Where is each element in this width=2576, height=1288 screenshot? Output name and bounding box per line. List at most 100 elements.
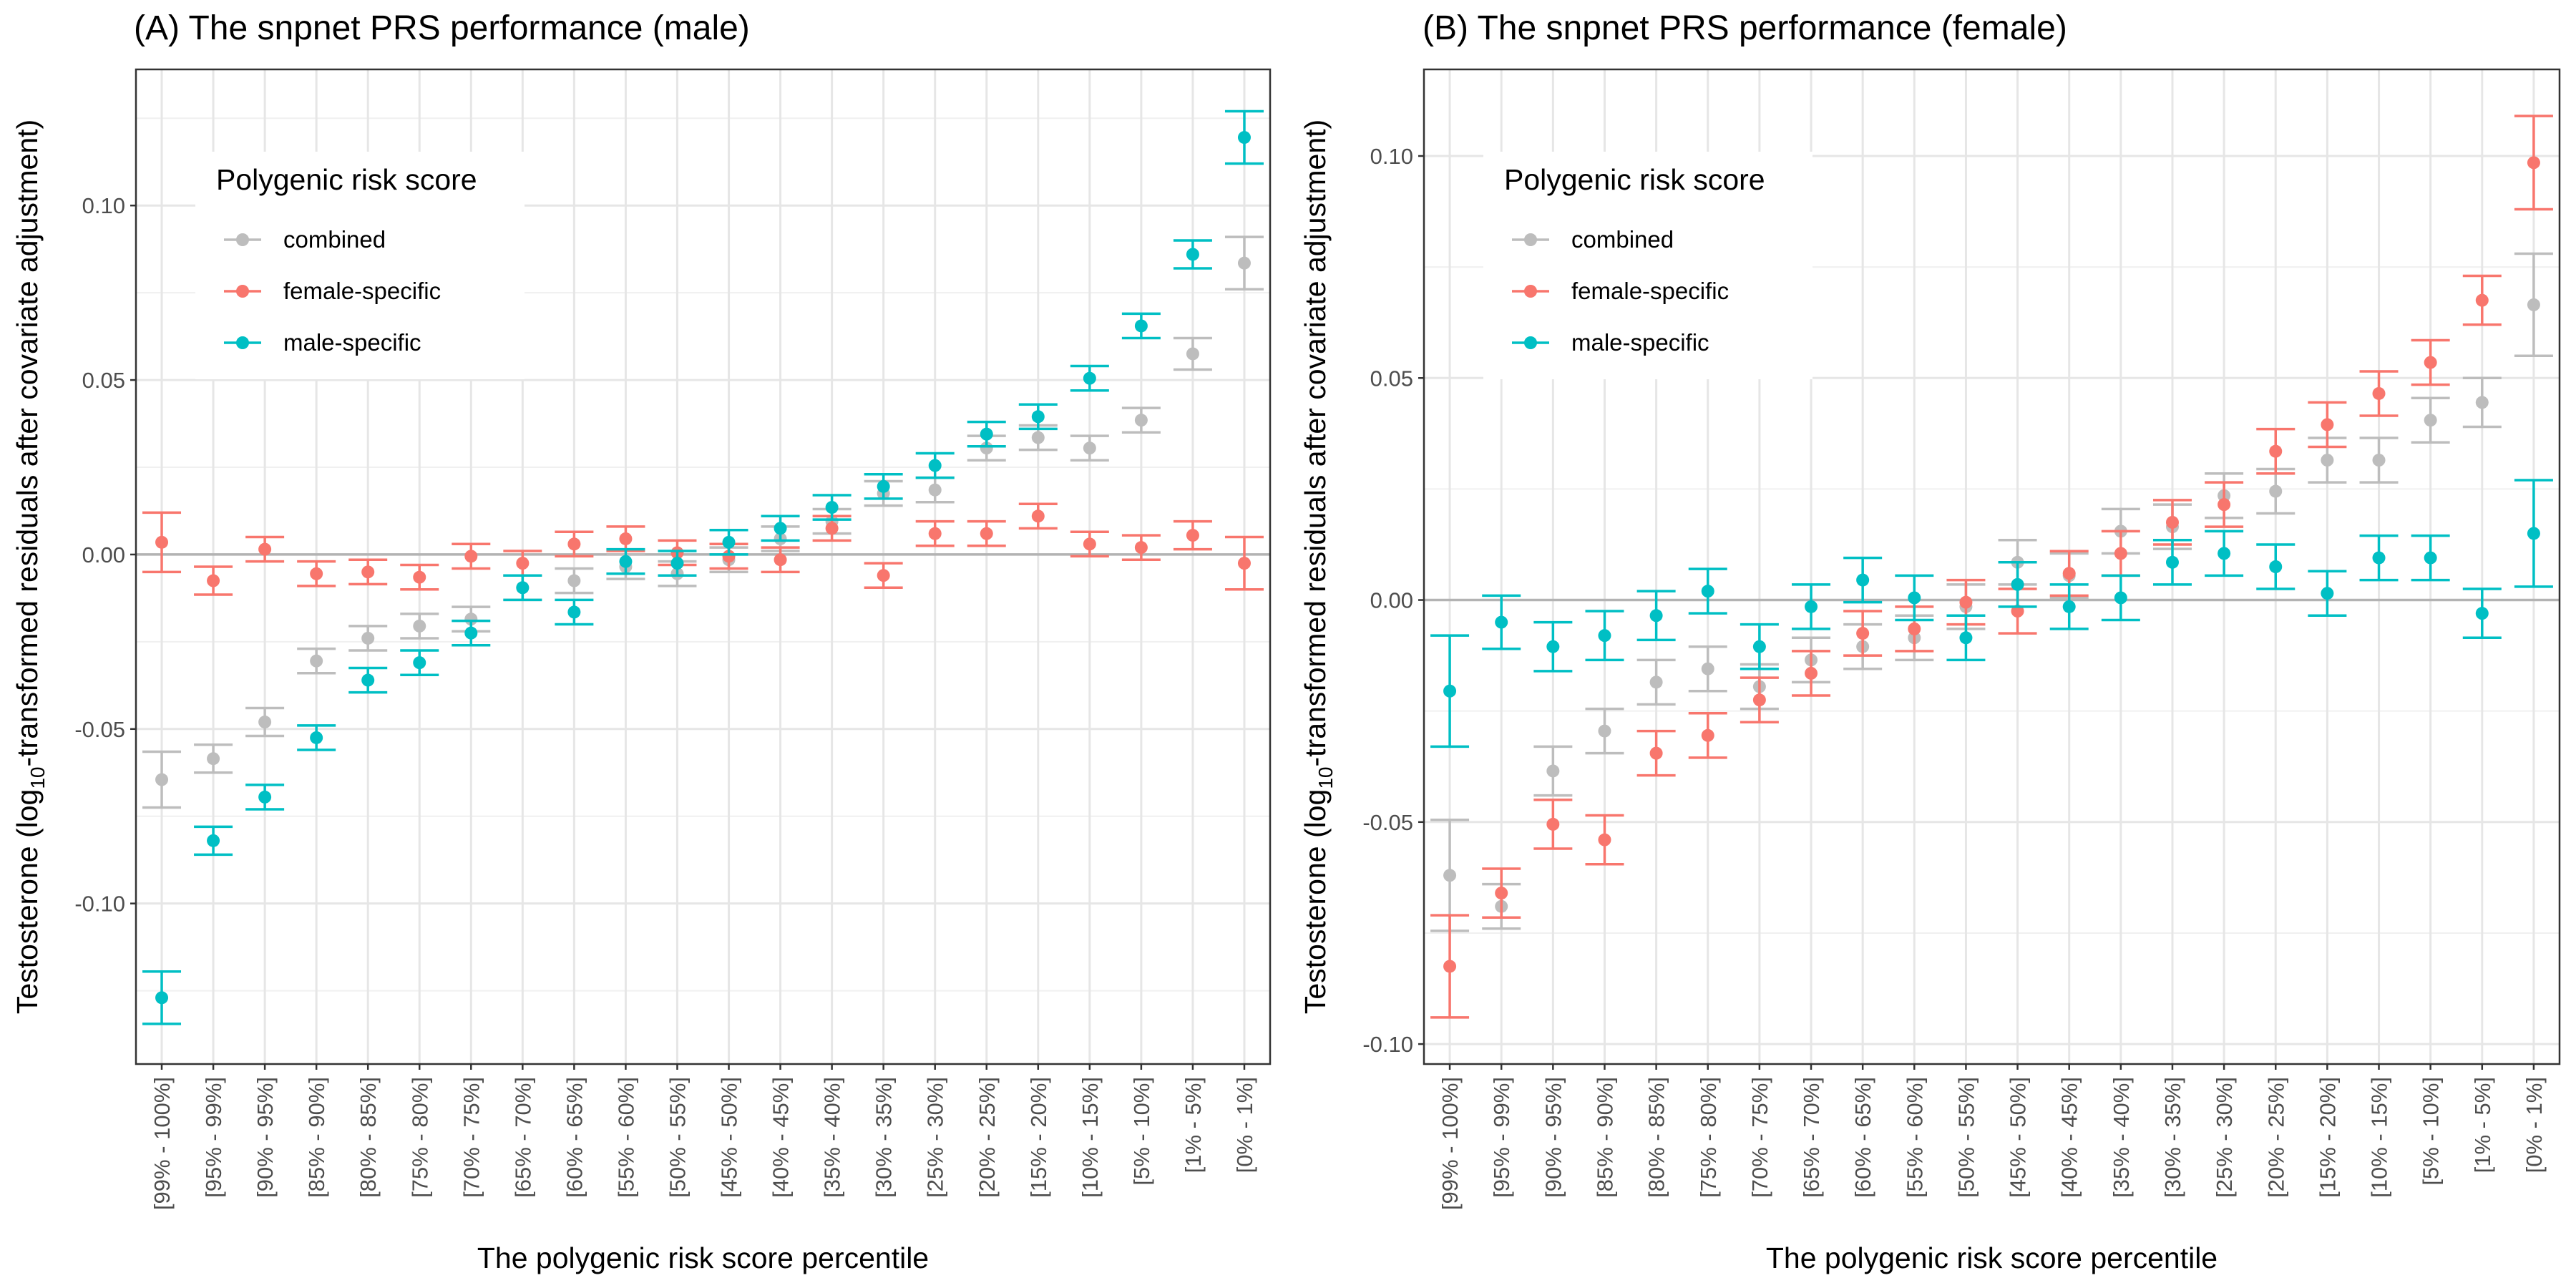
data-point xyxy=(310,567,323,580)
data-point xyxy=(670,557,684,570)
data-point xyxy=(2011,577,2024,591)
x-axis-title: The polygenic risk score percentile xyxy=(477,1241,929,1274)
x-tick-label: [45% - 50%] xyxy=(2006,1077,2031,1198)
data-point xyxy=(1083,537,1096,551)
y-tick-label: -0.10 xyxy=(74,892,125,917)
x-tick-label: [65% - 70%] xyxy=(1799,1077,1824,1198)
x-tick-label: [85% - 90%] xyxy=(1592,1077,1617,1198)
data-point xyxy=(2165,555,2179,569)
data-point xyxy=(2269,484,2283,498)
data-point xyxy=(361,565,375,579)
legend-key-point xyxy=(236,233,249,246)
data-point xyxy=(1134,319,1148,333)
x-tick-label: [50% - 55%] xyxy=(665,1077,690,1198)
data-point xyxy=(2475,396,2489,409)
data-point xyxy=(1649,675,1663,689)
data-point xyxy=(1237,256,1251,270)
x-tick-label: [75% - 80%] xyxy=(407,1077,432,1198)
data-point xyxy=(258,716,272,729)
x-tick-label: [99% - 100%] xyxy=(1438,1077,1463,1210)
data-point xyxy=(2321,454,2334,467)
data-point xyxy=(1701,662,1714,675)
x-tick-label: [10% - 15%] xyxy=(2367,1077,2392,1198)
x-tick-label: [10% - 15%] xyxy=(1078,1077,1103,1198)
legend-key-point xyxy=(236,336,249,349)
data-point xyxy=(1649,746,1663,760)
data-point xyxy=(1443,869,1457,882)
x-tick-label: [1% - 5%] xyxy=(2470,1077,2495,1173)
data-point xyxy=(2269,444,2283,458)
data-point xyxy=(413,656,426,670)
data-point xyxy=(1443,684,1457,698)
legend-item: male-specific xyxy=(1512,329,1709,356)
legend-label: male-specific xyxy=(283,329,421,356)
data-point xyxy=(980,527,993,540)
legend-key-point xyxy=(1524,233,1537,246)
x-tick-label: [0% - 1%] xyxy=(1232,1077,1257,1173)
legend: Polygenic risk score combined female-speci… xyxy=(1483,152,1813,379)
data-point xyxy=(980,441,993,455)
data-point xyxy=(310,654,323,668)
legend-label: female-specific xyxy=(1571,278,1729,304)
data-point xyxy=(2475,607,2489,620)
data-point xyxy=(928,483,942,497)
data-point xyxy=(2527,156,2540,170)
y-tick-label: 0.00 xyxy=(1370,588,1413,613)
data-point xyxy=(1701,585,1714,598)
data-point xyxy=(619,532,633,545)
data-point xyxy=(1805,666,1818,680)
y-tick-label: 0.05 xyxy=(1370,366,1413,391)
data-point xyxy=(722,535,736,549)
data-point xyxy=(2424,551,2437,565)
data-point xyxy=(1598,629,1611,643)
data-point xyxy=(2062,567,2076,580)
x-tick-label: [70% - 75%] xyxy=(459,1077,484,1198)
data-point xyxy=(464,613,478,626)
data-point xyxy=(980,427,993,441)
data-point xyxy=(464,626,478,640)
x-tick-label: [15% - 20%] xyxy=(1026,1077,1051,1198)
data-point xyxy=(2527,298,2540,311)
data-point xyxy=(1649,609,1663,623)
data-point xyxy=(2372,454,2386,467)
data-point xyxy=(2321,587,2334,600)
panel-a: 0.10 0.05 0.00 -0.05 -0.10 [99% - 100%] [95% -… xyxy=(11,9,1272,1274)
data-point xyxy=(1959,595,1973,609)
data-point xyxy=(1186,529,1199,542)
x-tick-label: [1% - 5%] xyxy=(1181,1077,1206,1173)
x-tick-label: [60% - 65%] xyxy=(562,1077,587,1198)
data-point xyxy=(1959,631,1973,645)
data-point xyxy=(1186,248,1199,261)
y-tick-label: -0.05 xyxy=(1362,810,1413,835)
x-tick-label: [25% - 30%] xyxy=(923,1077,948,1198)
data-point xyxy=(2269,560,2283,573)
data-point xyxy=(1752,693,1766,707)
x-tick-label: [20% - 25%] xyxy=(975,1077,1000,1198)
data-point xyxy=(619,555,633,568)
panel-title: (A) The snpnet PRS performance (male) xyxy=(134,9,750,47)
legend-title: Polygenic risk score xyxy=(1504,163,1765,196)
x-tick-label: [75% - 80%] xyxy=(1696,1077,1721,1198)
y-tick-label: 0.05 xyxy=(82,368,125,393)
x-tick-label: [30% - 35%] xyxy=(2160,1077,2185,1198)
data-point xyxy=(155,535,169,549)
data-point xyxy=(2475,293,2489,307)
data-point xyxy=(2424,356,2437,369)
data-point xyxy=(1237,131,1251,145)
x-axis-title: The polygenic risk score percentile xyxy=(1766,1241,2218,1274)
data-point xyxy=(258,790,272,804)
data-point xyxy=(1752,640,1766,653)
y-tick-label: -0.05 xyxy=(74,717,125,742)
data-point xyxy=(928,527,942,540)
data-point xyxy=(774,553,787,567)
data-point xyxy=(1908,622,1921,635)
data-point xyxy=(1083,441,1096,455)
x-tick-label: [80% - 85%] xyxy=(1644,1077,1669,1198)
x-tick-label: [50% - 55%] xyxy=(1953,1077,1979,1198)
x-tick-label: [35% - 40%] xyxy=(820,1077,845,1198)
x-tick-label: [15% - 20%] xyxy=(2315,1077,2340,1198)
x-tick-label: [80% - 85%] xyxy=(356,1077,381,1198)
data-point xyxy=(1856,627,1870,640)
data-point xyxy=(155,773,169,786)
legend-item: female-specific xyxy=(1512,278,1729,304)
